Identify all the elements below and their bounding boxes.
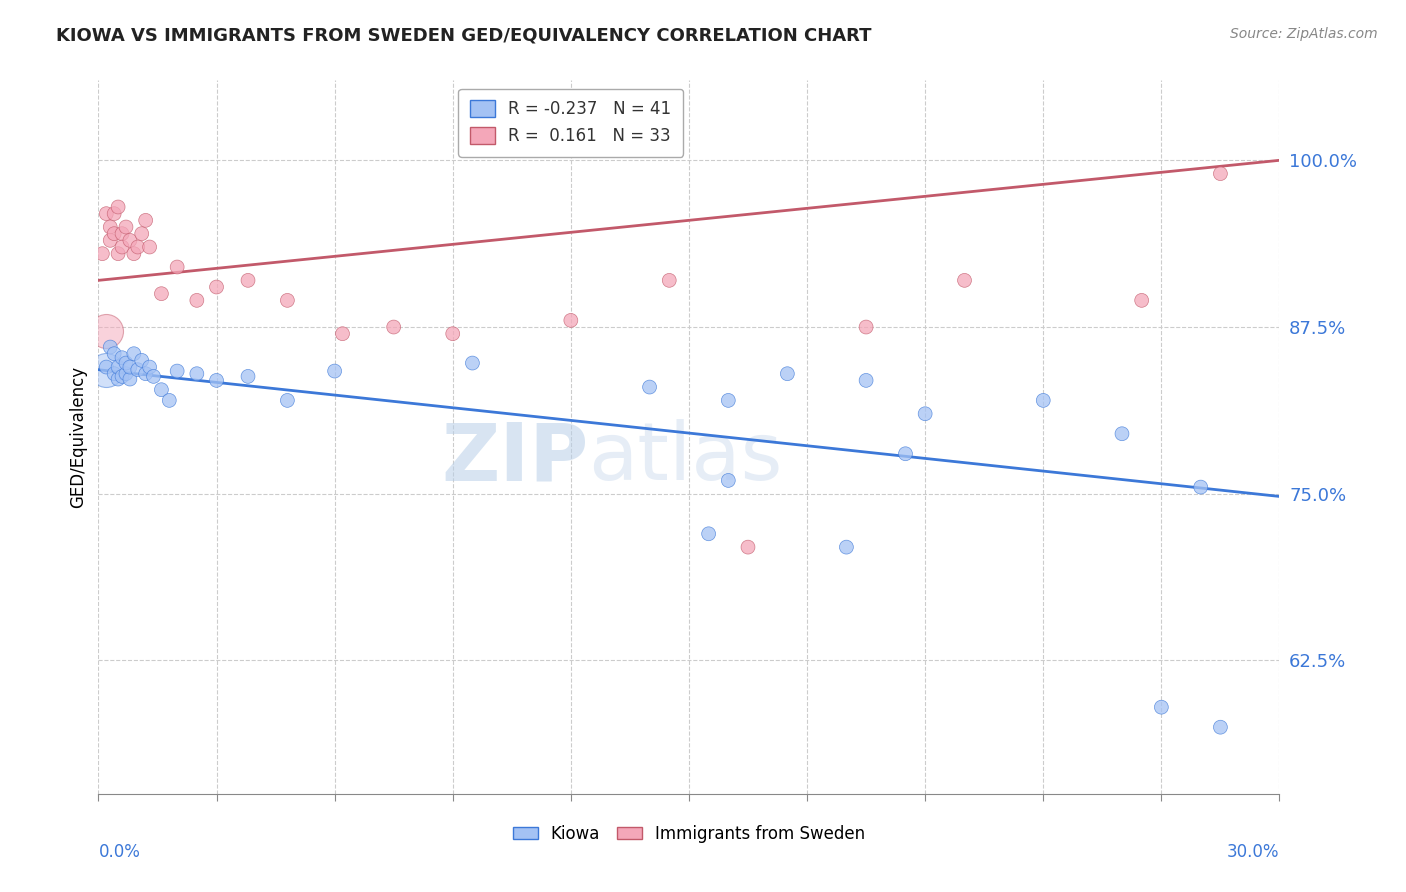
Point xyxy=(103,367,125,381)
Point xyxy=(122,347,145,361)
Point xyxy=(1209,720,1232,734)
Point xyxy=(441,326,464,341)
Point xyxy=(717,393,740,408)
Point xyxy=(138,359,160,374)
Point xyxy=(127,362,149,376)
Point xyxy=(150,286,173,301)
Point xyxy=(1209,167,1232,181)
Point xyxy=(276,293,298,308)
Point xyxy=(135,213,157,227)
Point xyxy=(186,293,208,308)
Point xyxy=(103,227,125,241)
Point xyxy=(323,364,346,378)
Point xyxy=(776,367,799,381)
Point xyxy=(118,233,141,247)
Point xyxy=(98,233,121,247)
Point xyxy=(91,246,114,260)
Point xyxy=(107,359,129,374)
Point xyxy=(894,447,917,461)
Point xyxy=(205,373,228,387)
Point xyxy=(111,351,134,365)
Text: 0.0%: 0.0% xyxy=(98,843,141,861)
Point xyxy=(131,227,153,241)
Point xyxy=(166,364,188,378)
Point xyxy=(127,240,149,254)
Point xyxy=(638,380,661,394)
Point xyxy=(111,240,134,254)
Point xyxy=(131,353,153,368)
Point xyxy=(115,367,138,381)
Legend: Kiowa, Immigrants from Sweden: Kiowa, Immigrants from Sweden xyxy=(506,819,872,850)
Point xyxy=(953,273,976,287)
Point xyxy=(150,383,173,397)
Point xyxy=(717,474,740,488)
Point xyxy=(697,526,720,541)
Point xyxy=(1189,480,1212,494)
Point xyxy=(1130,293,1153,308)
Point xyxy=(135,367,157,381)
Point xyxy=(914,407,936,421)
Text: atlas: atlas xyxy=(589,419,783,498)
Point xyxy=(111,227,134,241)
Point xyxy=(461,356,484,370)
Point xyxy=(236,369,259,384)
Point xyxy=(96,207,118,221)
Point xyxy=(107,372,129,386)
Point xyxy=(138,240,160,254)
Point xyxy=(96,324,118,338)
Point xyxy=(205,280,228,294)
Point xyxy=(157,393,180,408)
Point xyxy=(103,207,125,221)
Text: ZIP: ZIP xyxy=(441,419,589,498)
Point xyxy=(1150,700,1173,714)
Point xyxy=(276,393,298,408)
Point xyxy=(1032,393,1054,408)
Point xyxy=(115,356,138,370)
Point xyxy=(560,313,582,327)
Point xyxy=(111,369,134,384)
Point xyxy=(166,260,188,274)
Point xyxy=(186,367,208,381)
Y-axis label: GED/Equivalency: GED/Equivalency xyxy=(69,366,87,508)
Point xyxy=(142,369,165,384)
Point xyxy=(122,246,145,260)
Point xyxy=(118,372,141,386)
Point xyxy=(332,326,354,341)
Point xyxy=(107,246,129,260)
Text: KIOWA VS IMMIGRANTS FROM SWEDEN GED/EQUIVALENCY CORRELATION CHART: KIOWA VS IMMIGRANTS FROM SWEDEN GED/EQUI… xyxy=(56,27,872,45)
Point xyxy=(118,359,141,374)
Point xyxy=(855,320,877,334)
Point xyxy=(236,273,259,287)
Point xyxy=(737,540,759,554)
Point xyxy=(855,373,877,387)
Point xyxy=(1111,426,1133,441)
Point xyxy=(96,359,118,374)
Point xyxy=(658,273,681,287)
Point xyxy=(382,320,405,334)
Point xyxy=(115,219,138,234)
Text: 30.0%: 30.0% xyxy=(1227,843,1279,861)
Point xyxy=(98,219,121,234)
Point xyxy=(103,347,125,361)
Point xyxy=(107,200,129,214)
Point xyxy=(96,362,118,376)
Point xyxy=(98,340,121,354)
Point xyxy=(835,540,858,554)
Text: Source: ZipAtlas.com: Source: ZipAtlas.com xyxy=(1230,27,1378,41)
